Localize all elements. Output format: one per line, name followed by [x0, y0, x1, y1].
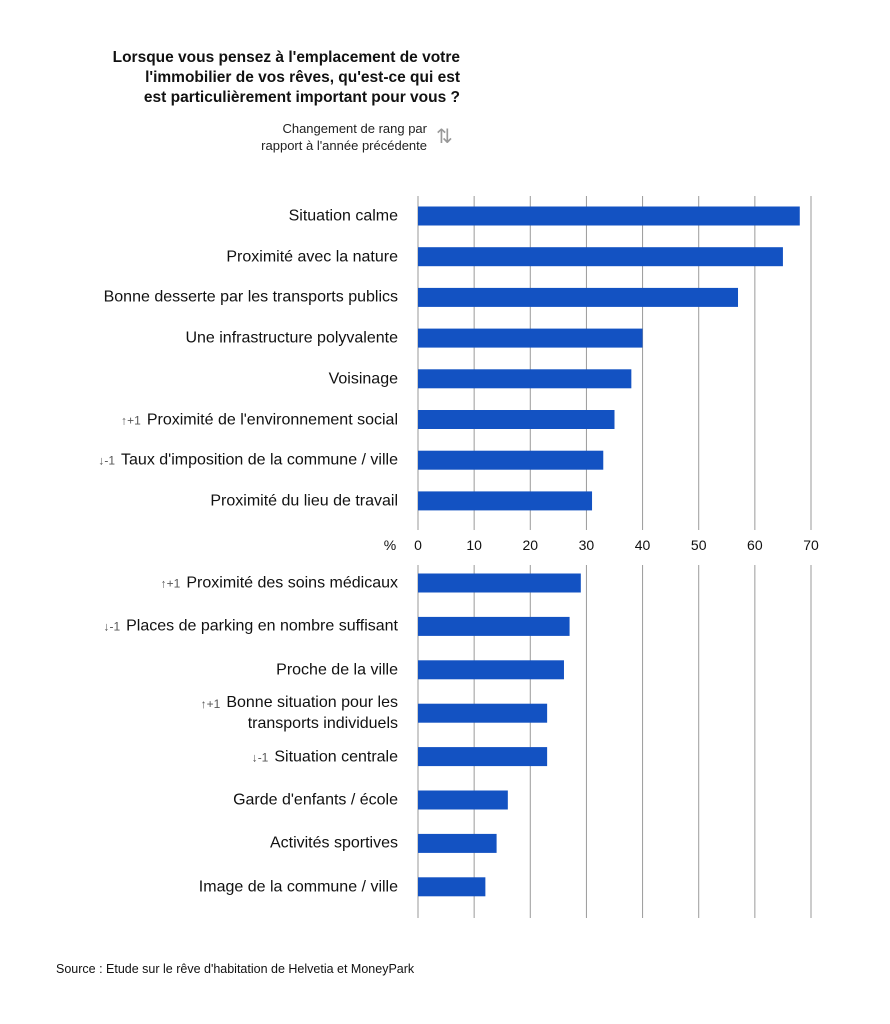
- category-name: Proximité du lieu de travail: [210, 492, 398, 510]
- rank-change: ↑+1: [200, 697, 221, 712]
- category-name: Proximité avec la nature: [226, 248, 398, 266]
- bar: [418, 833, 497, 853]
- category-name: Une infrastructure polyvalente: [185, 329, 398, 347]
- chart-title: Lorsque vous pensez à l'emplacement de v…: [112, 49, 460, 106]
- category-name: Proche de la ville: [276, 661, 398, 679]
- subtitle: Changement de rang par rapport à l'année…: [261, 121, 427, 153]
- bar: [418, 450, 604, 470]
- bar: [418, 287, 739, 307]
- bar: [418, 491, 593, 511]
- x-tick-label: 50: [690, 537, 707, 553]
- category-name: Activités sportives: [269, 834, 398, 852]
- category-label: ↓-1 Places de parking en nombre suffisant: [103, 615, 398, 638]
- rank-icon: ⇅: [436, 126, 453, 148]
- bar: [418, 410, 615, 429]
- category-label: Une infrastructure polyvalente: [185, 328, 398, 349]
- category-name: Proximité des soins médicaux: [186, 574, 398, 592]
- category-label: ↑+1 Proximité de l'environnement social: [121, 408, 398, 431]
- x-tick-label: 30: [578, 537, 595, 553]
- rank-change: ↑+1: [160, 576, 181, 591]
- category-name: Bonne situation pour les transports indi…: [226, 694, 398, 733]
- category-label: ↓-1 Taux d'imposition de la commune / vil…: [98, 449, 398, 472]
- x-tick-label: 40: [634, 537, 651, 553]
- bar: [418, 790, 508, 810]
- category-name: Taux d'imposition de la commune / ville: [121, 451, 398, 469]
- category-name: Situation calme: [288, 207, 398, 225]
- category-name: Situation centrale: [274, 748, 398, 766]
- category-label: Proche de la ville: [276, 659, 398, 680]
- category-name: Voisinage: [328, 370, 398, 388]
- bar: [418, 328, 643, 348]
- rank-change: ↓-1: [103, 619, 121, 634]
- bar: [418, 247, 783, 267]
- category-label: Voisinage: [329, 368, 398, 389]
- rank-change: ↓-1: [98, 453, 116, 468]
- bar: [418, 616, 570, 636]
- category-label: Proximité avec la nature: [226, 246, 398, 267]
- category-label: Proximité du lieu de travail: [210, 490, 398, 511]
- x-axis-label: %: [383, 537, 397, 553]
- category-label: Situation calme: [289, 206, 398, 227]
- x-tick-label: 0: [414, 537, 422, 553]
- x-tick-label: 70: [803, 537, 819, 553]
- category-label: Garde d'enfants / école: [233, 790, 398, 811]
- bar: [418, 747, 548, 767]
- x-tick-label: 10: [466, 537, 482, 553]
- category-name: Bonne desserte par les transports public…: [103, 288, 398, 306]
- bar: [418, 369, 632, 389]
- bar: [418, 660, 564, 680]
- bar: [418, 877, 486, 897]
- category-name: Proximité de l'environnement social: [146, 411, 398, 428]
- bar: [418, 573, 581, 593]
- category-label: Activités sportives: [270, 833, 398, 854]
- x-tick-label: 60: [747, 537, 763, 553]
- category-label: Bonne desserte par les transports public…: [104, 287, 398, 308]
- category-label: ↓-1 Situation centrale: [252, 745, 398, 768]
- category-label: ↑+1 Proximité des soins médicaux: [161, 572, 398, 595]
- rank-change: ↑+1: [121, 413, 141, 427]
- category-name: Garde d'enfants / école: [233, 791, 398, 809]
- x-tick-label: 20: [522, 537, 539, 553]
- category-label: Image de la commune / ville: [199, 876, 398, 897]
- category-label: ↑+1 Bonne situation pour les transports i…: [201, 692, 398, 734]
- rank-change: ↓-1: [251, 750, 269, 765]
- source: Source : Etude sur le rêve d'habitation …: [56, 962, 415, 976]
- category-name: Places de parking en nombre suffisant: [126, 617, 398, 635]
- bar: [418, 703, 548, 723]
- category-name: Image de la commune / ville: [198, 878, 398, 896]
- bar: [418, 206, 800, 226]
